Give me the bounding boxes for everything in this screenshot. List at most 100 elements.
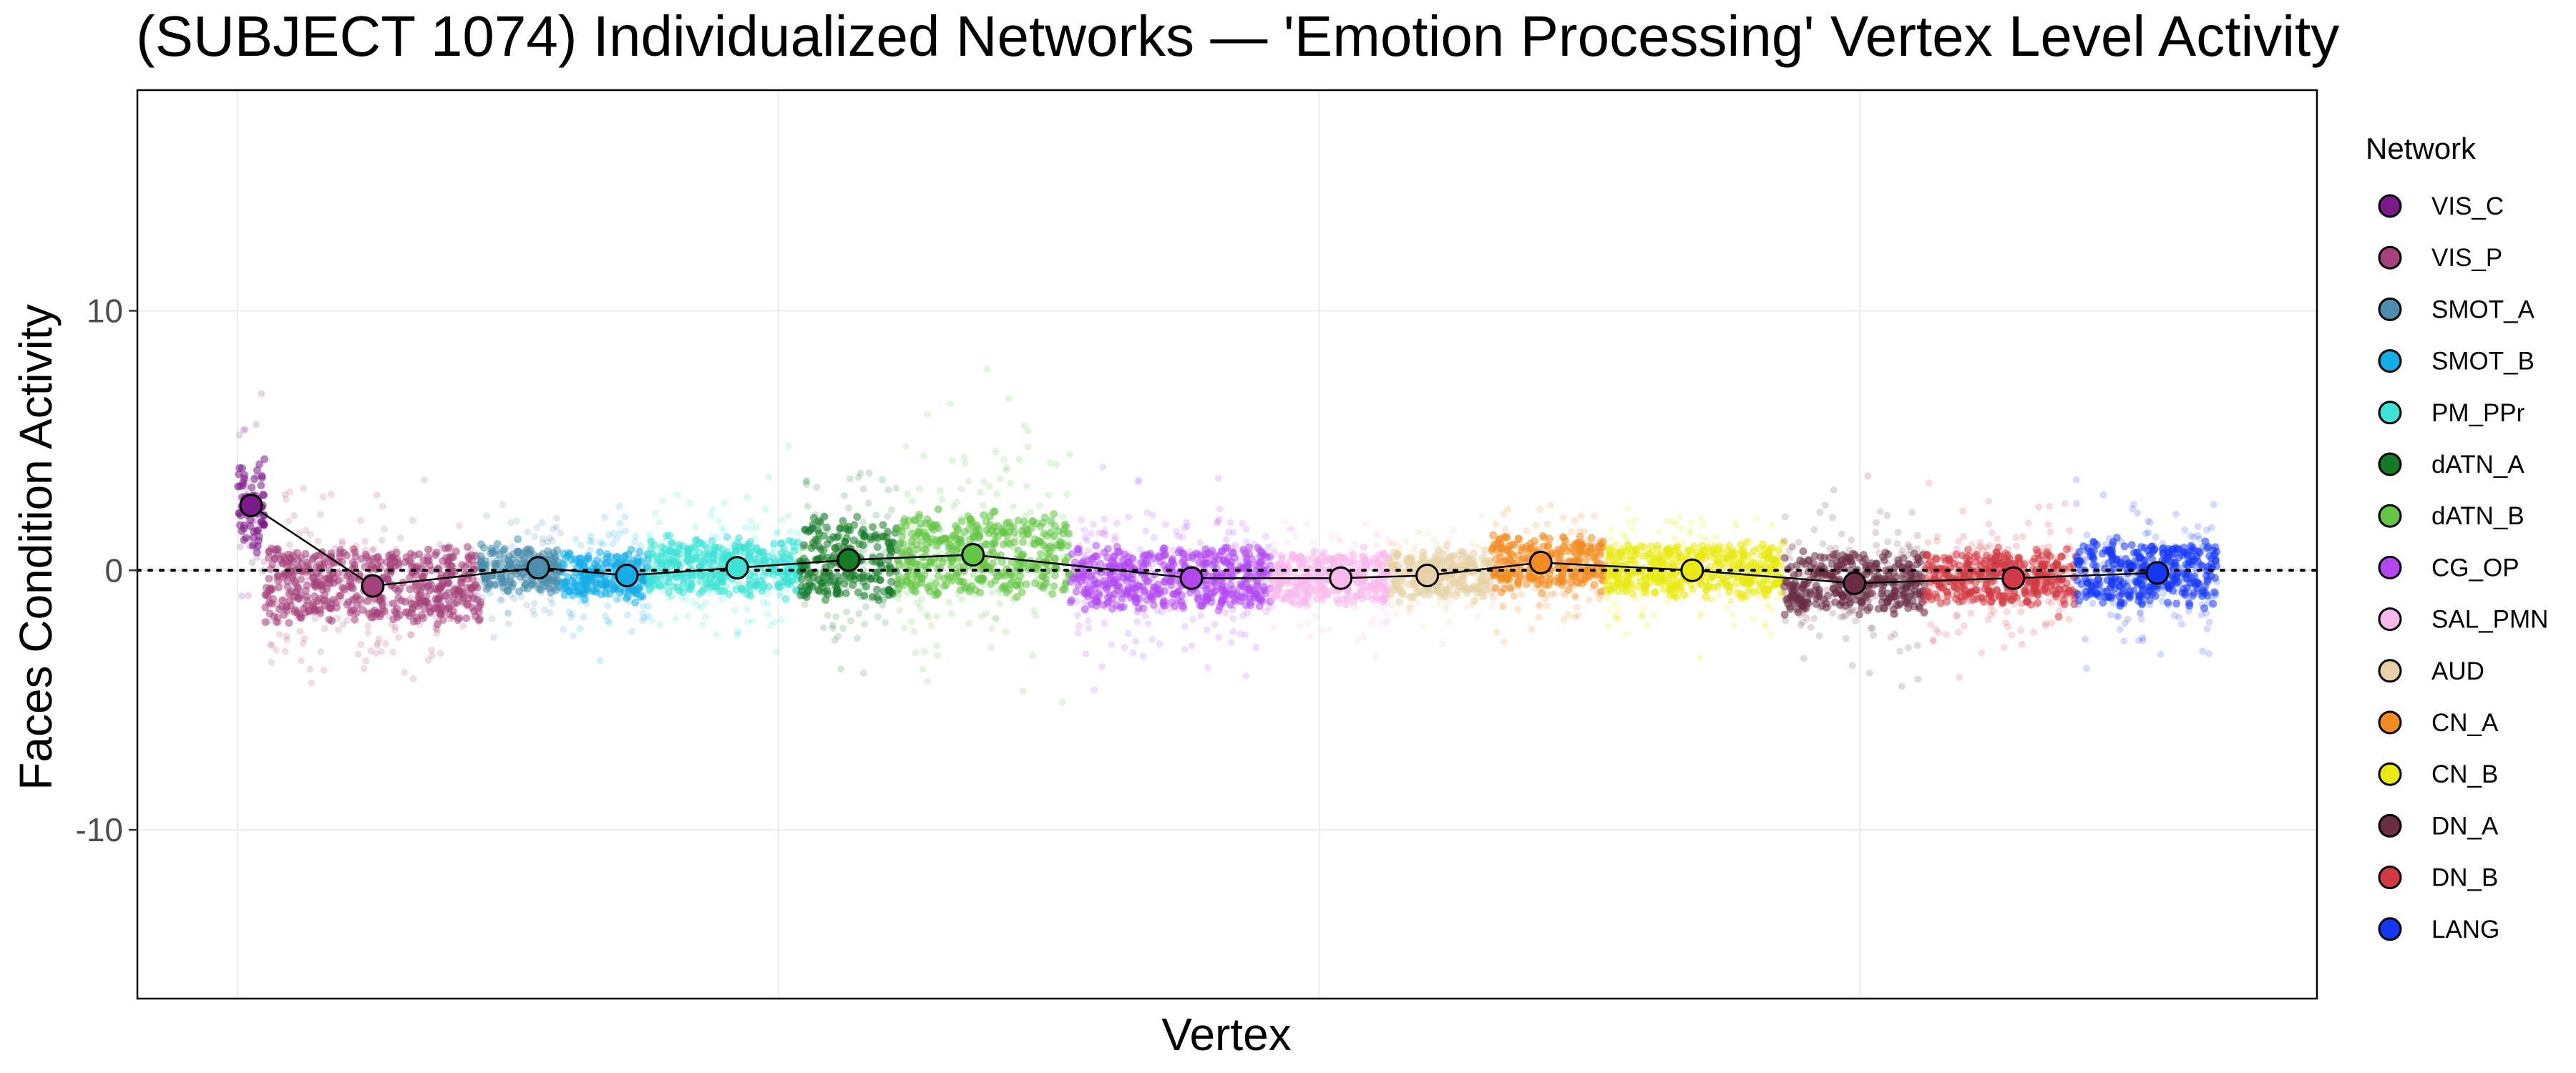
vertex-point xyxy=(1445,619,1453,627)
vertex-point xyxy=(785,442,793,450)
vertex-point xyxy=(771,618,779,626)
vertex-point xyxy=(369,547,376,554)
vertex-point xyxy=(675,539,683,547)
vertex-point xyxy=(1225,529,1232,536)
vertex-point xyxy=(718,595,726,603)
vertex-point xyxy=(595,548,604,557)
vertex-point xyxy=(454,587,462,595)
vertex-point xyxy=(433,626,441,634)
vertex-point xyxy=(1383,617,1390,625)
vertex-point xyxy=(392,609,401,617)
vertex-point xyxy=(1080,526,1088,534)
vertex-point xyxy=(708,532,716,540)
vertex-point xyxy=(980,479,988,486)
vertex-point xyxy=(391,623,399,631)
vertex-point xyxy=(780,571,788,579)
vertex-point xyxy=(361,537,369,545)
vertex-point xyxy=(625,597,633,605)
vertex-point xyxy=(295,612,303,620)
vertex-point xyxy=(850,521,859,529)
vertex-point xyxy=(1387,562,1395,570)
vertex-point xyxy=(397,597,406,605)
vertex-point xyxy=(738,587,747,594)
vertex-point xyxy=(646,578,655,587)
vertex-point xyxy=(675,541,683,549)
vertex-point xyxy=(407,594,415,602)
vertex-point xyxy=(731,579,738,587)
vertex-point xyxy=(546,609,554,617)
vertex-point xyxy=(1389,539,1397,547)
vertex-point xyxy=(638,577,647,585)
vertex-point xyxy=(688,580,696,589)
vertex-point xyxy=(755,584,763,592)
vertex-point xyxy=(859,583,867,591)
vertex-point xyxy=(516,560,525,569)
vertex-point xyxy=(1501,638,1508,646)
vertex-point xyxy=(1091,686,1098,694)
vertex-point xyxy=(265,574,273,583)
vertex-point xyxy=(923,548,931,556)
vertex-point xyxy=(1125,513,1133,521)
vertex-point xyxy=(1561,536,1568,544)
vertex-point xyxy=(245,520,253,528)
vertex-point xyxy=(1108,641,1116,648)
vertex-point xyxy=(812,582,820,590)
vertex-point xyxy=(996,599,1004,607)
vertex-point xyxy=(639,609,646,617)
vertex-point xyxy=(1268,602,1276,610)
vertex-point xyxy=(303,559,311,567)
vertex-point xyxy=(492,557,500,564)
vertex-point xyxy=(1581,578,1589,586)
vertex-point xyxy=(552,514,560,522)
vertex-point xyxy=(841,524,850,533)
vertex-point xyxy=(1171,589,1179,597)
vertex-point xyxy=(275,630,283,638)
vertex-point xyxy=(668,572,675,580)
vertex-point xyxy=(783,586,791,594)
vertex-point xyxy=(289,548,297,556)
vertex-point xyxy=(711,583,718,591)
vertex-point xyxy=(1543,591,1551,599)
vertex-point xyxy=(1045,544,1053,552)
vertex-point xyxy=(257,512,265,520)
vertex-point xyxy=(565,608,573,616)
vertex-point xyxy=(1492,520,1500,528)
vertex-point xyxy=(524,528,532,536)
vertex-point xyxy=(1035,502,1043,510)
vertex-point xyxy=(336,591,345,599)
vertex-point xyxy=(354,650,362,658)
vertex-point xyxy=(687,542,695,550)
vertex-point xyxy=(879,476,886,484)
vertex-point xyxy=(927,622,935,629)
vertex-point xyxy=(997,475,1005,483)
vertex-point xyxy=(449,586,458,594)
vertex-point xyxy=(436,584,445,592)
vertex-point xyxy=(1395,598,1403,607)
vertex-point xyxy=(922,611,930,619)
vertex-point xyxy=(238,526,246,535)
vertex-point xyxy=(660,539,668,547)
vertex-point xyxy=(691,523,699,531)
vertex-point xyxy=(616,519,624,527)
vertex-point xyxy=(433,620,441,628)
vertex-point xyxy=(431,550,439,558)
vertex-point xyxy=(287,554,296,563)
vertex-point xyxy=(1270,540,1278,548)
vertex-point xyxy=(619,588,627,596)
vertex-point xyxy=(278,597,287,604)
vertex-point xyxy=(1455,562,1463,570)
vertex-point xyxy=(680,584,688,592)
vertex-point xyxy=(714,557,723,565)
vertex-point xyxy=(624,611,631,619)
vertex-point xyxy=(560,562,568,569)
vertex-point xyxy=(544,539,552,547)
vertex-point xyxy=(665,546,673,554)
vertex-point xyxy=(347,606,356,614)
vertex-point xyxy=(1045,491,1053,499)
vertex-point xyxy=(1108,604,1116,613)
vertex-point xyxy=(391,545,399,553)
vertex-point xyxy=(1447,597,1455,605)
vertex-point xyxy=(1314,580,1322,588)
vertex-point xyxy=(253,472,261,480)
vertex-point xyxy=(240,426,248,434)
